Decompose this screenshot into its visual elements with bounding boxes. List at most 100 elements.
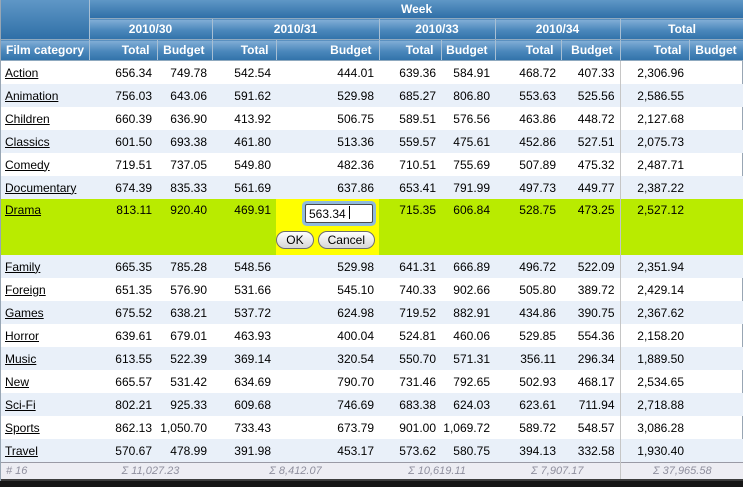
value-cell[interactable]: 524.81 — [399, 328, 436, 343]
value-cell[interactable]: 571.31 — [441, 347, 495, 370]
value-cell[interactable]: 715.35 — [379, 199, 441, 255]
value-cell[interactable]: 482.36 — [337, 157, 374, 172]
subcol-header-budget-3[interactable]: Budget — [561, 39, 621, 61]
value-cell[interactable]: 1,050.70 — [160, 420, 207, 435]
value-cell[interactable]: 296.34 — [561, 347, 620, 370]
value-cell[interactable]: 452.86 — [495, 130, 561, 153]
group-header-2010-30[interactable]: 2010/30 — [89, 18, 213, 40]
value-cell[interactable]: 531.42 — [170, 374, 207, 389]
value-cell[interactable]: 623.61 — [495, 393, 561, 416]
value-cell[interactable]: 902.66 — [453, 282, 490, 297]
subcol-header-budget-2[interactable]: Budget — [441, 39, 496, 61]
value-cell[interactable]: 407.33 — [577, 65, 615, 80]
group-header-total[interactable]: Total — [620, 18, 743, 40]
value-cell[interactable]: 679.01 — [170, 328, 207, 343]
value-cell[interactable]: 755.69 — [453, 157, 490, 172]
category-link-sci-fi[interactable]: Sci-Fi — [5, 397, 36, 412]
value-cell[interactable]: 549.80 — [234, 157, 271, 172]
value-cell[interactable]: 639.61 — [115, 328, 152, 343]
category-link-children[interactable]: Children — [5, 111, 50, 126]
value-cell[interactable]: 570.67 — [89, 439, 157, 463]
subcol-header-total-3[interactable]: Total — [495, 39, 562, 61]
value-cell[interactable]: 559.57 — [379, 130, 441, 153]
value-cell[interactable]: 584.91 — [453, 65, 490, 80]
category-link-documentary[interactable]: Documentary — [5, 180, 77, 195]
value-cell[interactable]: 525.56 — [561, 84, 620, 107]
value-cell[interactable]: 589.51 — [399, 111, 436, 126]
value-cell[interactable]: 813.11 — [89, 199, 157, 255]
value-cell[interactable]: 332.58 — [561, 439, 620, 463]
value-cell[interactable]: 693.38 — [157, 130, 212, 153]
value-cell[interactable]: 542.54 — [234, 65, 271, 80]
value-cell[interactable]: 390.75 — [561, 301, 620, 324]
value-cell[interactable]: 835.33 — [157, 176, 212, 199]
value-cell[interactable]: 920.40 — [157, 199, 212, 255]
category-link-music[interactable]: Music — [5, 351, 37, 366]
value-cell[interactable]: 673.79 — [337, 420, 374, 435]
value-cell[interactable]: 545.10 — [337, 282, 374, 297]
category-link-classics[interactable]: Classics — [5, 134, 50, 149]
value-cell[interactable]: 666.89 — [441, 255, 495, 278]
value-cell[interactable]: 529.98 — [276, 255, 379, 278]
category-link-animation[interactable]: Animation — [5, 88, 59, 103]
value-cell[interactable]: 901.00 — [399, 420, 436, 435]
value-cell[interactable]: 636.90 — [170, 111, 207, 126]
value-cell[interactable]: 576.90 — [170, 282, 207, 297]
category-link-foreign[interactable]: Foreign — [5, 282, 46, 297]
editor-ok-button[interactable]: OK — [276, 231, 314, 249]
value-cell[interactable]: 785.28 — [157, 255, 212, 278]
value-cell[interactable]: 453.17 — [276, 439, 379, 463]
category-link-comedy[interactable]: Comedy — [5, 157, 50, 172]
value-cell[interactable]: 925.33 — [157, 393, 212, 416]
value-cell[interactable]: 502.93 — [519, 374, 556, 389]
value-cell[interactable]: 391.98 — [212, 439, 276, 463]
value-cell[interactable]: 463.93 — [234, 328, 271, 343]
value-cell[interactable]: 463.86 — [519, 111, 556, 126]
value-cell[interactable]: 478.99 — [157, 439, 212, 463]
value-cell[interactable]: 369.14 — [212, 347, 276, 370]
value-cell[interactable]: 606.84 — [441, 199, 495, 255]
value-cell[interactable]: 448.72 — [577, 111, 615, 126]
value-cell[interactable]: 613.55 — [89, 347, 157, 370]
value-cell[interactable]: 531.66 — [234, 282, 271, 297]
value-cell[interactable]: 656.34 — [115, 65, 152, 80]
value-cell[interactable]: 413.92 — [234, 111, 271, 126]
value-cell[interactable]: 674.39 — [89, 176, 157, 199]
value-cell[interactable]: 496.72 — [495, 255, 561, 278]
value-cell[interactable]: 653.41 — [379, 176, 441, 199]
group-header-2010-31[interactable]: 2010/31 — [212, 18, 380, 40]
value-cell[interactable]: 665.35 — [89, 255, 157, 278]
value-cell[interactable]: 1,069.72 — [443, 420, 490, 435]
value-cell[interactable]: 719.51 — [115, 157, 152, 172]
value-cell[interactable]: 473.25 — [561, 199, 620, 255]
value-cell[interactable]: 651.35 — [115, 282, 152, 297]
value-cell[interactable]: 529.98 — [276, 84, 379, 107]
value-cell[interactable]: 444.01 — [337, 65, 374, 80]
value-cell[interactable]: 665.57 — [115, 374, 152, 389]
value-cell[interactable]: 634.69 — [234, 374, 271, 389]
value-cell[interactable]: 637.86 — [276, 176, 379, 199]
value-cell[interactable]: 550.70 — [379, 347, 441, 370]
value-cell[interactable]: 554.36 — [577, 328, 615, 343]
value-cell[interactable]: 791.99 — [441, 176, 495, 199]
value-cell[interactable]: 553.63 — [495, 84, 561, 107]
value-cell[interactable]: 320.54 — [276, 347, 379, 370]
value-cell[interactable]: 573.62 — [379, 439, 441, 463]
value-cell[interactable]: 506.75 — [337, 111, 374, 126]
subcol-header-budget-4[interactable]: Budget — [689, 39, 743, 61]
value-cell[interactable]: 638.21 — [157, 301, 212, 324]
value-cell[interactable]: 862.13 — [115, 420, 152, 435]
value-cell[interactable]: 434.86 — [495, 301, 561, 324]
subcol-header-total-4[interactable]: Total — [620, 39, 690, 61]
value-cell[interactable]: 576.56 — [453, 111, 490, 126]
group-header-2010-33[interactable]: 2010/33 — [379, 18, 496, 40]
value-cell[interactable]: 400.04 — [337, 328, 374, 343]
category-link-games[interactable]: Games — [5, 305, 44, 320]
value-cell[interactable]: 601.50 — [89, 130, 157, 153]
value-cell[interactable]: 460.06 — [453, 328, 490, 343]
value-cell[interactable]: 683.38 — [379, 393, 441, 416]
value-cell[interactable]: 624.98 — [276, 301, 379, 324]
category-link-sports[interactable]: Sports — [5, 420, 40, 435]
value-cell[interactable]: 497.73 — [495, 176, 561, 199]
category-link-horror[interactable]: Horror — [5, 328, 40, 343]
